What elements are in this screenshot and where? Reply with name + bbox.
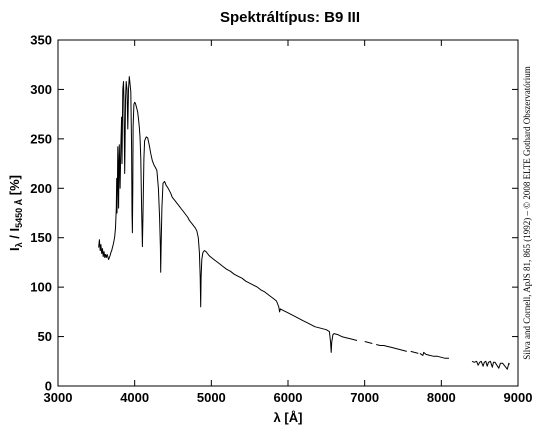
credit-text: Silva and Cornell, ApJS 81, 865 (1992) –…: [522, 66, 532, 359]
spectrum-line-segment: [419, 351, 449, 359]
x-tick-label: 4000: [120, 390, 149, 405]
x-tick-label: 5000: [197, 390, 226, 405]
y-axis-label-separator: / I: [7, 228, 22, 242]
y-tick-label: 200: [30, 181, 52, 196]
y-axis-label: Iλ / I5450 Å [%]: [7, 175, 24, 251]
x-axis-label: λ [Å]: [274, 410, 303, 425]
spectrum-line-segment: [471, 360, 510, 370]
x-tick-label: 9000: [504, 390, 533, 405]
y-axis-label-unit: [%]: [7, 175, 22, 199]
spectrum-line-segment: [364, 341, 373, 344]
x-axis: 3000 4000 5000 6000 7000 8000 9000: [44, 40, 533, 405]
y-axis-label-main: I: [7, 247, 22, 251]
y-tick-label: 100: [30, 280, 52, 295]
y-axis: 0 50 100 150 200 250 300 350: [30, 33, 518, 394]
x-tick-label: 3000: [44, 390, 73, 405]
y-tick-label: 300: [30, 82, 52, 97]
spectrum-line-segment: [410, 350, 419, 354]
y-tick-label: 0: [45, 379, 52, 394]
y-axis-label-sub-ref: 5450 Å: [14, 198, 24, 228]
chart-title: Spektráltípus: B9 III: [220, 9, 360, 26]
series-spectrum: [98, 76, 510, 370]
y-tick-label: 250: [30, 131, 52, 146]
y-tick-label: 50: [38, 329, 52, 344]
x-tick-label: 6000: [274, 390, 303, 405]
y-tick-label: 350: [30, 33, 52, 48]
y-axis-label-sub-lambda: λ: [14, 242, 24, 247]
spectrum-line-segment: [98, 76, 358, 353]
spectrum-line-segment: [376, 344, 407, 352]
x-tick-label: 8000: [427, 390, 456, 405]
y-tick-label: 150: [30, 230, 52, 245]
x-tick-label: 7000: [350, 390, 379, 405]
